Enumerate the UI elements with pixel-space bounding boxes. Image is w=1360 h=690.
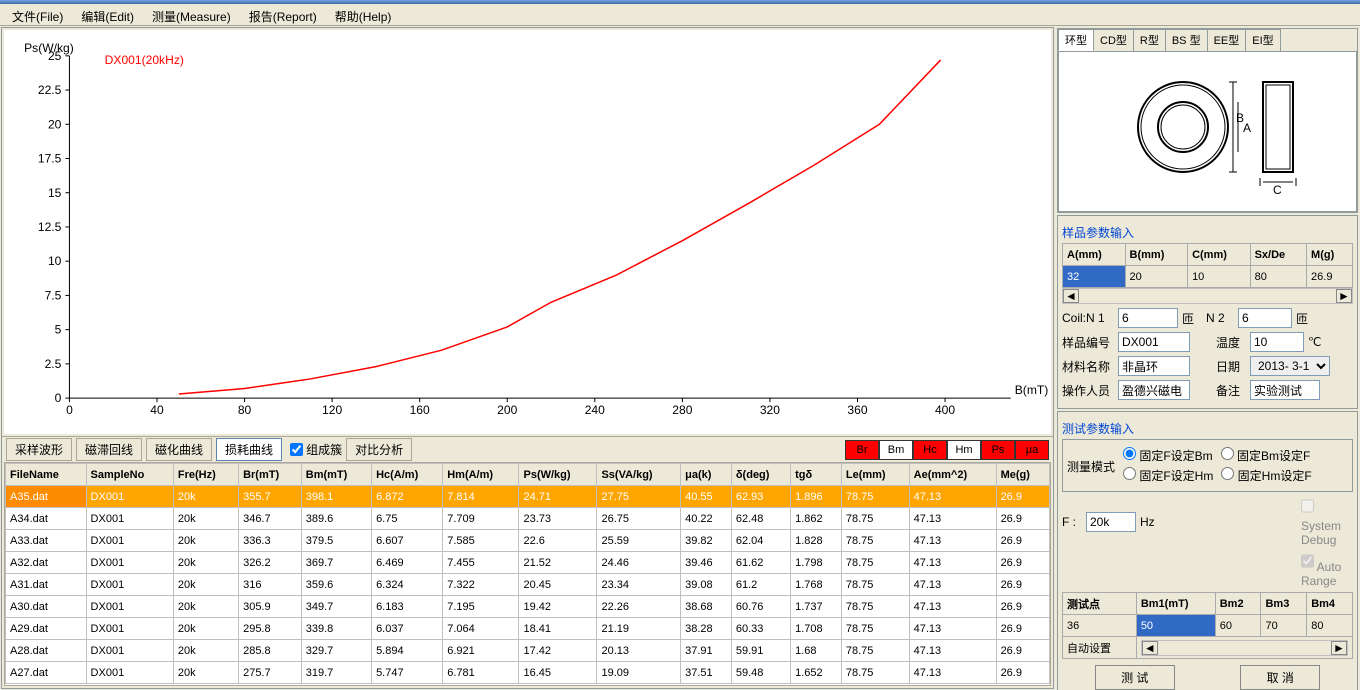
table-row[interactable]: A35.datDX00120k355.7398.16.8727.81424.71… bbox=[6, 486, 1050, 508]
svg-text:40: 40 bbox=[150, 403, 164, 417]
shape-tab[interactable]: EE型 bbox=[1207, 29, 1247, 51]
cancel-button[interactable]: 取 消 bbox=[1240, 665, 1320, 690]
svg-text:17.5: 17.5 bbox=[38, 152, 62, 166]
date-select[interactable]: 2013- 3-19 bbox=[1250, 356, 1330, 376]
mode-radio[interactable]: 固定F设定Hm bbox=[1123, 467, 1213, 484]
sample-no-input[interactable] bbox=[1118, 332, 1190, 352]
svg-text:15: 15 bbox=[48, 186, 62, 200]
svg-text:2.5: 2.5 bbox=[45, 357, 62, 371]
shape-tab[interactable]: CD型 bbox=[1093, 29, 1134, 51]
table-row[interactable]: A32.datDX00120k326.2369.76.4697.45521.52… bbox=[6, 552, 1050, 574]
sample-params-title: 样品参数输入 bbox=[1062, 224, 1353, 241]
table-row[interactable]: A31.datDX00120k316359.66.3247.32220.4523… bbox=[6, 574, 1050, 596]
chart-tab[interactable]: 采样波形 bbox=[6, 438, 72, 461]
compare-button[interactable]: 对比分析 bbox=[346, 438, 412, 461]
table-row[interactable]: A30.datDX00120k305.9349.76.1837.19519.42… bbox=[6, 596, 1050, 618]
loss-curve-chart: 02.557.51012.51517.52022.525040801201602… bbox=[4, 30, 1051, 434]
cluster-checkbox[interactable]: 组成簇 bbox=[290, 441, 342, 458]
shape-tab[interactable]: 环型 bbox=[1058, 29, 1094, 51]
test-params-title: 测试参数输入 bbox=[1062, 420, 1353, 437]
indicator[interactable]: Hm bbox=[947, 440, 981, 460]
remark-input[interactable] bbox=[1250, 380, 1320, 400]
shape-tab[interactable]: BS 型 bbox=[1165, 29, 1208, 51]
svg-text:400: 400 bbox=[935, 403, 955, 417]
svg-text:240: 240 bbox=[585, 403, 605, 417]
frequency-input[interactable] bbox=[1086, 512, 1136, 532]
indicator[interactable]: μa bbox=[1015, 440, 1049, 460]
material-input[interactable] bbox=[1118, 356, 1190, 376]
svg-text:0: 0 bbox=[55, 391, 62, 405]
svg-text:22.5: 22.5 bbox=[38, 83, 62, 97]
menu-item[interactable]: 文件(File) bbox=[4, 6, 71, 23]
shape-tabs[interactable]: 环型CD型R型BS 型EE型EI型 bbox=[1058, 29, 1357, 52]
menubar: 文件(File)编辑(Edit)测量(Measure)报告(Report)帮助(… bbox=[0, 4, 1360, 26]
coil-n1-input[interactable] bbox=[1118, 308, 1178, 328]
svg-text:320: 320 bbox=[760, 403, 780, 417]
svg-text:120: 120 bbox=[322, 403, 342, 417]
chart-tab[interactable]: 磁滞回线 bbox=[76, 438, 142, 461]
mode-radio[interactable]: 固定F设定Bm bbox=[1123, 447, 1213, 464]
svg-text:0: 0 bbox=[66, 403, 73, 417]
temp-input[interactable] bbox=[1250, 332, 1304, 352]
table-row[interactable]: A34.datDX00120k346.7389.66.757.70923.732… bbox=[6, 508, 1050, 530]
shape-tab[interactable]: EI型 bbox=[1245, 29, 1280, 51]
table-row[interactable]: A29.datDX00120k295.8339.86.0377.06418.41… bbox=[6, 618, 1050, 640]
chart-tab[interactable]: 磁化曲线 bbox=[146, 438, 212, 461]
table-row[interactable]: A28.datDX00120k285.8329.75.8946.92117.42… bbox=[6, 640, 1050, 662]
indicator[interactable]: Br bbox=[845, 440, 879, 460]
ring-diagram: A B C bbox=[1058, 52, 1357, 212]
svg-text:20: 20 bbox=[48, 117, 62, 131]
svg-text:360: 360 bbox=[847, 403, 867, 417]
indicator[interactable]: Ps bbox=[981, 440, 1015, 460]
table-row[interactable]: A33.datDX00120k336.3379.56.6077.58522.62… bbox=[6, 530, 1050, 552]
mode-radio[interactable]: 固定Bm设定F bbox=[1221, 447, 1311, 464]
operator-input[interactable] bbox=[1118, 380, 1190, 400]
coil-n2-input[interactable] bbox=[1238, 308, 1292, 328]
svg-text:B: B bbox=[1236, 111, 1244, 125]
sample-dimensions-table[interactable]: A(mm)B(mm)C(mm)Sx/DeM(g)3220108026.9 bbox=[1062, 243, 1353, 288]
table-row[interactable]: A27.datDX00120k275.7319.75.7476.78116.45… bbox=[6, 662, 1050, 684]
h-scrollbar[interactable]: ◄► bbox=[1062, 288, 1353, 304]
menu-item[interactable]: 编辑(Edit) bbox=[73, 6, 142, 23]
svg-text:5: 5 bbox=[55, 323, 62, 337]
svg-text:280: 280 bbox=[672, 403, 692, 417]
svg-text:10: 10 bbox=[48, 254, 62, 268]
svg-text:A: A bbox=[1243, 121, 1251, 135]
data-table[interactable]: FileNameSampleNoFre(Hz)Br(mT)Bm(mT)Hc(A/… bbox=[4, 462, 1051, 686]
svg-text:160: 160 bbox=[410, 403, 430, 417]
svg-text:C: C bbox=[1273, 183, 1282, 197]
svg-text:Ps(W/kg): Ps(W/kg) bbox=[24, 41, 74, 55]
svg-text:7.5: 7.5 bbox=[45, 288, 62, 302]
menu-item[interactable]: 测量(Measure) bbox=[144, 6, 239, 23]
sys-debug-checkbox[interactable]: System Debug bbox=[1301, 496, 1353, 547]
menu-item[interactable]: 报告(Report) bbox=[241, 6, 325, 23]
svg-text:DX001(20kHz): DX001(20kHz) bbox=[105, 53, 184, 67]
test-button[interactable]: 测 试 bbox=[1095, 665, 1175, 690]
chart-tab[interactable]: 损耗曲线 bbox=[216, 438, 282, 461]
svg-text:12.5: 12.5 bbox=[38, 220, 62, 234]
test-points-table[interactable]: 测试点Bm1(mT)Bm2Bm3Bm43650607080 自动设置◄► bbox=[1062, 592, 1353, 659]
svg-text:80: 80 bbox=[238, 403, 252, 417]
svg-text:200: 200 bbox=[497, 403, 517, 417]
mode-radio[interactable]: 固定Hm设定F bbox=[1221, 467, 1311, 484]
shape-tab[interactable]: R型 bbox=[1133, 29, 1166, 51]
indicator[interactable]: Bm bbox=[879, 440, 913, 460]
indicator[interactable]: Hc bbox=[913, 440, 947, 460]
chart-controls: 采样波形磁滞回线磁化曲线损耗曲线 组成簇 对比分析 BrBmHcHmPsμa bbox=[2, 436, 1053, 462]
menu-item[interactable]: 帮助(Help) bbox=[327, 6, 400, 23]
auto-range-checkbox[interactable]: Auto Range bbox=[1301, 551, 1353, 588]
auto-set-cell[interactable]: 自动设置 bbox=[1063, 637, 1137, 659]
svg-text:B(mT): B(mT) bbox=[1015, 383, 1049, 397]
